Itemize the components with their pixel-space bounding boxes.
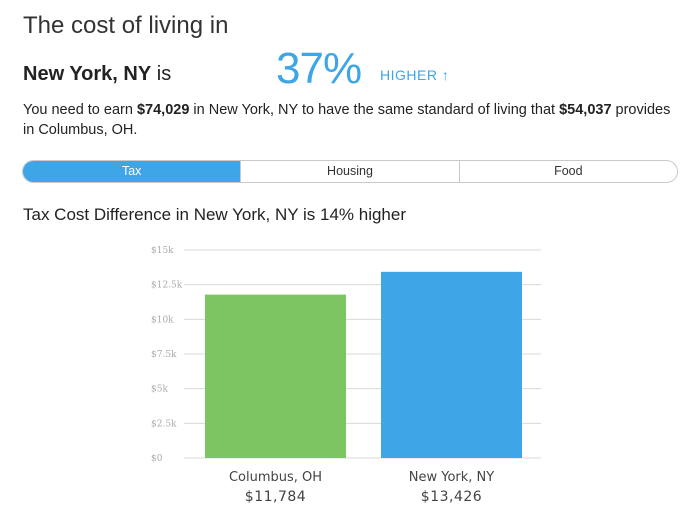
description: You need to earn $74,029 in New York, NY… [23, 100, 683, 140]
y-tick-label: $5k [151, 385, 168, 395]
base-amount: $54,037 [559, 102, 612, 118]
category-tabs: Tax Housing Food [22, 160, 678, 183]
category-label: Columbus, OH [229, 470, 322, 485]
earn-amount: $74,029 [136, 102, 190, 118]
percent-difference: 37% [276, 44, 362, 93]
y-tick-label: $0 [151, 454, 163, 464]
y-tick-label: $12.5k [151, 281, 183, 291]
description-text: in New York, NY to have the same standar… [189, 102, 560, 118]
bar [205, 294, 346, 458]
tab-tax[interactable]: Tax [23, 161, 241, 182]
description-text: provides in Columbus, OH. [23, 102, 671, 138]
y-tick-label: $15k [151, 246, 174, 256]
direction-indicator: HIGHER ↑ [380, 67, 449, 83]
y-tick-label: $2.5k [151, 419, 177, 429]
chart-title: Tax Cost Difference in New York, NY is 1… [23, 205, 407, 224]
value-label: $11,784 [245, 489, 306, 505]
city-name: New York, NY [23, 63, 152, 85]
is-word: is [156, 63, 172, 85]
tab-housing[interactable]: Housing [240, 161, 458, 182]
y-tick-label: $7.5k [151, 350, 177, 360]
city-heading: New York, NY is [23, 63, 171, 86]
page-title: The cost of living in [23, 12, 229, 39]
value-label: $13,426 [421, 489, 482, 505]
up-arrow-icon: ↑ [441, 67, 450, 83]
y-tick-label: $10k [151, 315, 174, 325]
category-label: New York, NY [409, 470, 495, 485]
tab-food[interactable]: Food [458, 161, 677, 182]
bar [381, 271, 522, 458]
description-text: You need to earn [23, 102, 137, 118]
direction-label: HIGHER [380, 67, 438, 83]
